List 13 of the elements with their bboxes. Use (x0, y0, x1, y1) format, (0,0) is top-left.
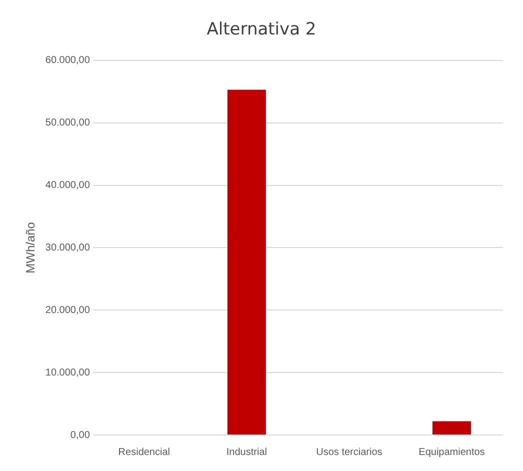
y-tick-label: 10.000,00 (45, 367, 90, 378)
y-tick-label: 20.000,00 (45, 304, 90, 316)
y-tick-label: 0,00 (70, 430, 90, 441)
y-axis-title: MWh/año (24, 222, 38, 274)
y-tick-label: 30.000,00 (45, 242, 90, 254)
y-tick-label: 60.000,00 (45, 55, 90, 66)
y-tick-label: 40.000,00 (45, 180, 90, 192)
chart-title: Alternativa 2 (206, 20, 316, 40)
y-tick-label: 50.000,00 (45, 118, 90, 129)
x-tick-label: Industrial (226, 446, 267, 458)
x-tick-label: Residencial (118, 446, 170, 458)
x-tick-label: Equipamientos (418, 446, 485, 458)
x-tick-label: Usos terciarios (316, 446, 382, 458)
